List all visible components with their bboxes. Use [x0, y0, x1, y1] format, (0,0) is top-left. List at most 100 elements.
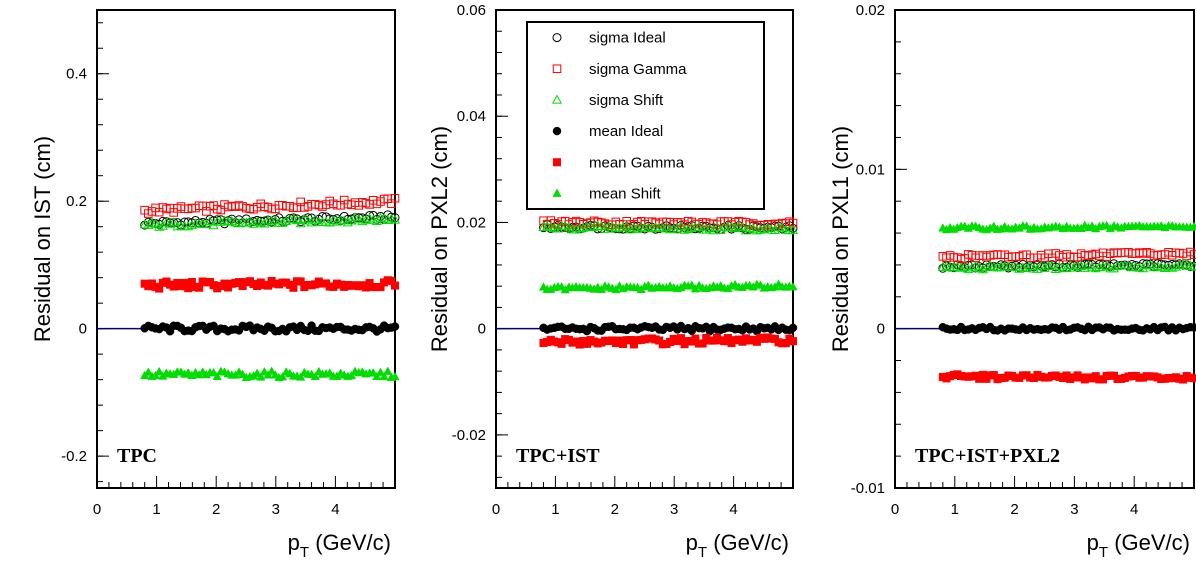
data-point	[712, 221, 723, 231]
y-tick-label: 0.02	[457, 214, 486, 231]
data-point	[266, 216, 277, 226]
data-point	[1046, 260, 1058, 270]
data-point	[589, 222, 600, 232]
data-point	[252, 368, 262, 377]
data-point	[215, 216, 226, 226]
data-point	[1079, 262, 1090, 272]
series-mean-shift	[938, 220, 1196, 234]
data-point	[686, 222, 697, 232]
x-tick-label: 2	[1010, 501, 1018, 518]
y-tick-label: 0	[79, 321, 87, 338]
series-mean-gamma	[938, 370, 1196, 384]
data-point	[625, 224, 636, 234]
series-mean-shift	[538, 279, 798, 294]
data-point	[372, 371, 382, 380]
data-point	[610, 223, 621, 233]
y-tick-label: 0.4	[66, 66, 87, 83]
data-point	[346, 215, 357, 225]
legend-label: sigma Shift	[589, 92, 664, 109]
data-point	[751, 225, 762, 235]
data-point	[259, 218, 270, 228]
data-point	[672, 223, 683, 233]
y-tick-label: 0.01	[856, 161, 885, 178]
data-point	[143, 367, 153, 376]
data-point	[755, 224, 766, 234]
data-point	[244, 216, 255, 226]
data-point	[390, 322, 400, 331]
data-point	[1148, 262, 1160, 272]
data-point	[981, 262, 992, 272]
data-point	[389, 214, 401, 224]
data-point	[963, 264, 974, 274]
data-point	[277, 371, 288, 381]
data-point	[291, 214, 303, 224]
data-point	[1189, 250, 1196, 259]
data-point	[788, 323, 798, 333]
data-point	[948, 262, 959, 272]
series-sigma-shift	[937, 259, 1196, 274]
data-point	[992, 262, 1003, 272]
x-tick-label: 2	[611, 501, 619, 518]
data-point	[390, 281, 400, 290]
x-tick-label: 2	[212, 501, 220, 518]
x-tick-label: 0	[93, 501, 101, 518]
data-point	[165, 218, 176, 228]
data-point	[379, 371, 389, 381]
data-point	[1025, 260, 1036, 271]
data-point	[150, 218, 161, 228]
data-point	[708, 225, 719, 235]
legend-marker	[552, 64, 562, 74]
data-point	[154, 221, 165, 231]
data-point	[157, 220, 168, 230]
data-point	[383, 366, 393, 375]
panel-tpc-ist: 0 1 2 3 4 -0.02 0 0.02 0.04 0.06 TPC+IST Residual o…	[427, 2, 799, 561]
data-point	[324, 217, 335, 227]
data-point	[788, 337, 798, 346]
series-mean-ideal	[140, 321, 400, 336]
data-point	[1189, 323, 1196, 332]
data-point	[787, 224, 799, 234]
data-point	[382, 214, 393, 225]
data-point	[267, 366, 277, 375]
data-point	[1189, 374, 1196, 383]
x-tick-label: 3	[272, 501, 280, 518]
data-point	[571, 224, 582, 234]
data-point	[715, 224, 726, 235]
data-point	[310, 371, 320, 381]
data-point	[212, 371, 222, 380]
data-point	[270, 215, 281, 225]
data-point	[777, 222, 788, 232]
x-axis-title: pT (GeV/c)	[1087, 530, 1190, 561]
data-point	[679, 224, 690, 234]
data-point	[168, 217, 179, 227]
data-point	[632, 223, 643, 233]
series-mean-shift	[140, 366, 400, 382]
data-point	[241, 217, 252, 227]
y-tick-label: -0.01	[851, 480, 885, 497]
data-point	[208, 367, 219, 377]
legend-box	[526, 21, 765, 210]
data-point	[737, 222, 748, 232]
data-point	[788, 282, 798, 291]
panel-tpc-ist-pxl2: 0 1 2 3 4 -0.01 0 0.01 0.02 TPC+IST+PXL2 Residual …	[828, 2, 1196, 561]
data-point	[233, 218, 245, 228]
x-tick-label: 0	[891, 501, 899, 518]
data-point	[578, 222, 589, 232]
data-point	[646, 223, 658, 233]
data-point	[1159, 262, 1170, 273]
data-point	[1061, 263, 1072, 273]
panel-label: TPC+IST	[516, 445, 600, 467]
panel-label: TPC+IST+PXL2	[915, 445, 1060, 467]
data-point	[186, 220, 197, 230]
data-point	[730, 223, 741, 233]
x-tick-label: 4	[729, 501, 737, 518]
data-point	[306, 217, 317, 227]
data-point	[538, 221, 549, 231]
data-point	[1050, 263, 1061, 273]
y-tick-label: -0.02	[452, 427, 486, 444]
data-point	[201, 218, 212, 228]
series-mean-ideal	[539, 321, 798, 336]
data-point	[1108, 263, 1119, 273]
series-sigma-shift	[139, 212, 401, 231]
legend-marker	[552, 188, 562, 197]
